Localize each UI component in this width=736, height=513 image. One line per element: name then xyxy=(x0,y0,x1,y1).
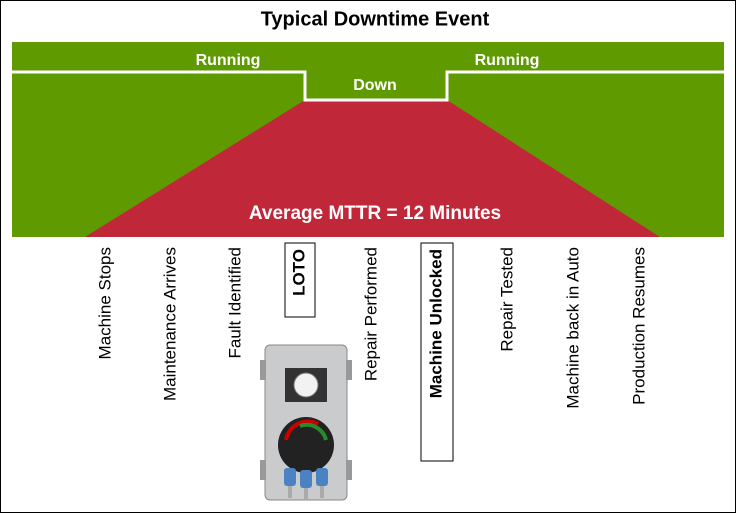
step-label: Repair Performed xyxy=(361,247,380,381)
state-label: Running xyxy=(196,52,261,69)
step-label: Machine Unlocked xyxy=(426,249,445,398)
step-label: Machine back in Auto xyxy=(563,247,582,409)
step-label: Maintenance Arrives xyxy=(160,247,179,401)
lockout-box-image xyxy=(260,345,352,500)
state-label: Down xyxy=(353,77,397,94)
mttr-label: Average MTTR = 12 Minutes xyxy=(249,203,501,224)
step-label: Repair Tested xyxy=(497,247,516,352)
step-label: Machine Stops xyxy=(95,247,114,359)
state-label: Running xyxy=(475,52,540,69)
diagram: Typical Downtime Event Running Down Runn… xyxy=(0,0,736,513)
step-label: Fault Identified xyxy=(225,247,244,359)
step-label: LOTO xyxy=(289,249,308,296)
title: Typical Downtime Event xyxy=(261,8,490,30)
step-label: Production Resumes xyxy=(629,247,648,405)
